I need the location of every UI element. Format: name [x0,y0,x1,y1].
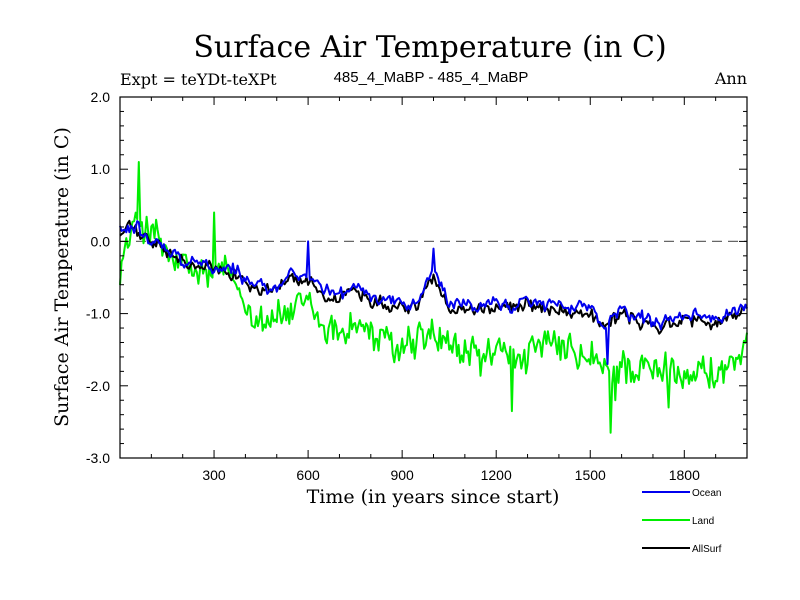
x-tick-label: 1200 [481,467,512,483]
y-tick-label: 0.0 [91,233,111,249]
y-axis-label: Surface Air Temperature (in C) [51,127,73,427]
legend: Ocean Land AllSurf [642,488,722,555]
chart-title: Surface Air Temperature (in C) [193,30,666,65]
series-line-land [119,161,748,434]
series-line-ocean [119,220,748,366]
y-tick-label: 2.0 [91,89,111,105]
y-tick-label: -1.0 [86,306,110,322]
y-tick-label: -2.0 [86,378,110,394]
y-tick-label: 1.0 [91,161,111,177]
x-tick-label: 900 [390,467,414,483]
x-axis-label: Time (in years since start) [307,486,560,508]
period-label: 485_4_MaBP - 485_4_MaBP [334,69,529,86]
x-axis: 300 600 900 1200 1500 1800 [150,97,717,483]
season-label: Ann [714,69,747,88]
plot-area [119,161,748,434]
x-tick-label: 300 [202,467,226,483]
x-tick-label: 600 [296,467,320,483]
legend-label-land: Land [692,516,714,527]
experiment-label: Expt = teYDt-teXPt [120,70,277,89]
x-tick-label: 1500 [575,467,606,483]
y-axis: -3.0 -2.0 -1.0 0.0 1.0 2.0 [86,89,747,466]
x-tick-label: 1800 [669,467,700,483]
y-tick-label: -3.0 [86,450,110,466]
legend-label-allsurf: AllSurf [692,544,722,555]
legend-label-ocean: Ocean [692,488,721,499]
